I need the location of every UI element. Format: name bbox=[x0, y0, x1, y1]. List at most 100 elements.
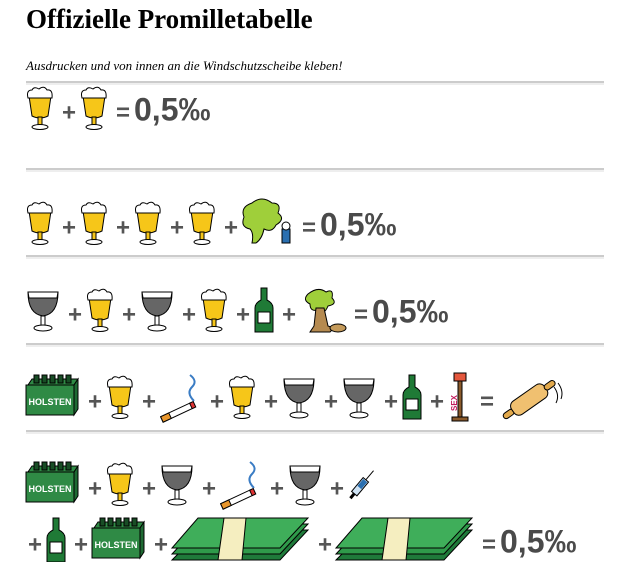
plus: + bbox=[270, 475, 284, 502]
crate-label: HOLSTEN bbox=[28, 484, 71, 494]
crate-icon: HOLSTEN bbox=[91, 517, 145, 560]
crate bbox=[25, 384, 75, 416]
bottle-cap bbox=[57, 461, 64, 471]
glass bbox=[88, 297, 112, 321]
base bbox=[139, 239, 157, 245]
stem bbox=[91, 231, 97, 241]
bottle-cap bbox=[41, 461, 48, 471]
stem bbox=[117, 492, 123, 502]
crate-side bbox=[139, 520, 145, 560]
tree-icon bbox=[242, 198, 291, 244]
foam bbox=[229, 375, 255, 388]
pin bbox=[502, 380, 556, 420]
bottle-cap bbox=[99, 517, 106, 527]
bottle bbox=[254, 287, 274, 333]
foam bbox=[81, 86, 107, 99]
glass bbox=[190, 210, 214, 234]
stem bbox=[199, 231, 205, 241]
plus: + bbox=[88, 388, 102, 415]
plus: + bbox=[142, 388, 156, 415]
person bbox=[281, 228, 291, 244]
subtitle: Ausdrucken und von innen an die Windschu… bbox=[25, 58, 343, 73]
beer-icon bbox=[107, 462, 133, 506]
base bbox=[193, 239, 211, 245]
foam bbox=[107, 375, 133, 388]
wine-icon bbox=[141, 291, 173, 332]
crate-label: HOLSTEN bbox=[28, 397, 71, 407]
glass bbox=[28, 210, 52, 234]
base bbox=[85, 239, 103, 245]
plus: + bbox=[236, 301, 250, 328]
glass bbox=[136, 210, 160, 234]
crate bbox=[91, 527, 141, 559]
label bbox=[405, 398, 419, 411]
motion bbox=[553, 382, 563, 404]
bottle-cap bbox=[131, 517, 138, 527]
lamp-head bbox=[453, 372, 467, 382]
beer-icon bbox=[201, 288, 227, 332]
bowl-top bbox=[27, 291, 59, 299]
base bbox=[111, 500, 129, 506]
cig bbox=[159, 400, 197, 423]
bowl-top bbox=[161, 465, 193, 473]
equals: = bbox=[354, 301, 368, 328]
bottle-cap bbox=[65, 461, 72, 471]
cig bbox=[219, 487, 257, 510]
plus: + bbox=[142, 475, 156, 502]
log bbox=[329, 323, 347, 333]
plus: + bbox=[224, 214, 238, 241]
bottle-cap bbox=[57, 374, 64, 384]
plus: + bbox=[28, 531, 42, 558]
plus: + bbox=[282, 301, 296, 328]
ember bbox=[248, 487, 257, 497]
foam bbox=[87, 288, 113, 301]
bowl-top bbox=[343, 378, 375, 386]
base bbox=[31, 124, 49, 130]
beer-icon bbox=[81, 86, 107, 130]
glass bbox=[28, 95, 52, 119]
stem bbox=[37, 116, 43, 126]
foam bbox=[81, 201, 107, 214]
bottle-icon bbox=[254, 287, 274, 333]
beer-icon bbox=[81, 201, 107, 245]
base bbox=[349, 411, 369, 419]
plus: + bbox=[74, 531, 88, 558]
band bbox=[217, 517, 247, 561]
cigarette-icon bbox=[159, 374, 197, 423]
liquid bbox=[357, 479, 368, 490]
stem bbox=[117, 405, 123, 415]
base bbox=[147, 324, 167, 332]
bottle-cap bbox=[49, 461, 56, 471]
drunk-icon bbox=[304, 288, 347, 333]
band bbox=[381, 517, 411, 561]
base bbox=[205, 326, 223, 332]
bottle-cap bbox=[33, 461, 40, 471]
tree bbox=[304, 288, 335, 313]
bowl-top bbox=[283, 378, 315, 386]
money-icon bbox=[334, 517, 474, 561]
glass bbox=[82, 95, 106, 119]
head bbox=[281, 221, 291, 231]
base bbox=[91, 326, 109, 332]
bottle-cap bbox=[41, 374, 48, 384]
tree bbox=[242, 198, 282, 244]
plunger bbox=[349, 492, 356, 500]
bottle-cap bbox=[123, 517, 130, 527]
crate-label: HOLSTEN bbox=[94, 540, 137, 550]
bottle bbox=[46, 517, 66, 562]
beer-icon bbox=[27, 201, 53, 245]
plus: + bbox=[62, 214, 76, 241]
base bbox=[167, 498, 187, 506]
beer-icon bbox=[107, 375, 133, 419]
equals: = bbox=[116, 99, 130, 126]
money-icon bbox=[170, 517, 310, 561]
foam bbox=[189, 201, 215, 214]
foam bbox=[27, 201, 53, 214]
smoke bbox=[188, 374, 196, 402]
glass bbox=[108, 384, 132, 408]
glass bbox=[202, 297, 226, 321]
wine-icon bbox=[283, 378, 315, 419]
base bbox=[111, 413, 129, 419]
